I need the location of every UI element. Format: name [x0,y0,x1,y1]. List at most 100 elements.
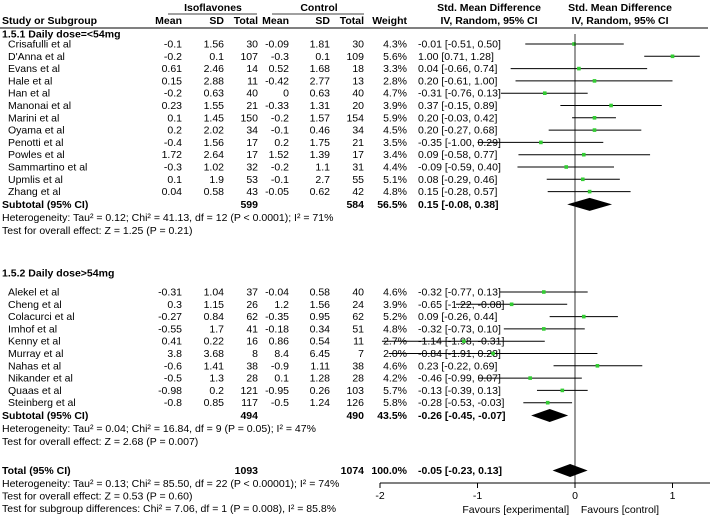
point-estimate [491,351,495,356]
subtotal-label: Subtotal (95% CI) [2,199,88,211]
cell-sd2: 0.1 [315,51,330,63]
point-estimate [577,66,581,71]
cell-weight: 2.8% [383,75,407,87]
cell-sd1: 1.15 [204,299,225,311]
cell-total2: 24 [352,299,364,311]
study-name: Hale et al [8,75,52,87]
header-smd-left: Std. Mean Difference [437,2,541,14]
cell-total2: 62 [352,311,364,323]
point-estimate [595,364,600,368]
header-group1: Isoflavones [184,2,242,14]
cell-weight: 4.2% [383,373,407,385]
cell-mean1: -0.27 [158,311,182,323]
subgroup-title: 1.5.1 Daily dose=<54mg [2,29,120,41]
cell-smd-ci: -0.32 [-0.73, 0.10] [418,323,501,335]
cell-mean1: 0.2 [167,125,182,137]
study-name: Murray et al [8,348,63,360]
cell-weight: 4.7% [383,88,407,100]
total-diamond [552,464,588,477]
study-name: Evans et al [8,63,60,75]
cell-total2: 109 [346,51,364,63]
cell-sd1: 1.3 [209,373,224,385]
x-axis-label-left: Favours [experimental] [462,504,569,516]
cell-total1: 38 [246,360,258,372]
total-total2: 1074 [341,465,365,477]
cell-total1: 41 [246,323,258,335]
cell-sd2: 1.11 [310,360,330,372]
cell-total2: 55 [352,174,364,186]
cell-mean2: -0.1 [271,174,289,186]
cell-sd1: 0.63 [204,88,225,100]
header-total1: Total [234,15,258,27]
cell-sd2: 0.34 [310,323,331,335]
cell-total1: 62 [246,311,258,323]
cell-total1: 53 [246,174,258,186]
header-mean1: Mean [155,15,182,27]
cell-sd2: 1.57 [310,112,331,124]
cell-sd1: 1.55 [204,100,225,112]
cell-weight: 3.3% [383,63,407,75]
point-estimate [542,327,546,331]
cell-sd2: 1.1 [315,162,330,174]
cell-mean1: -0.2 [164,88,182,100]
total-total1: 1093 [235,465,259,477]
cell-sd2: 1.81 [310,39,331,51]
cell-sd1: 1.7 [209,323,224,335]
study-name: Steinberg et al [8,397,76,409]
cell-sd2: 2.7 [315,174,330,186]
cell-mean2: -0.2 [271,162,289,174]
study-name: Upmlis et al [8,174,63,186]
cell-mean1: 3.8 [167,348,182,360]
cell-mean2: 0 [283,88,289,100]
cell-mean2: 0.52 [269,63,290,75]
header-total2: Total [340,15,364,27]
point-estimate [592,116,597,120]
cell-smd-ci: -0.01 [-0.51, 0.50] [418,39,501,51]
cell-smd-ci: -0.13 [-0.39, 0.13] [418,385,501,397]
point-estimate [581,177,585,182]
point-estimate [528,376,532,380]
cell-mean1: 0.04 [162,186,183,198]
subtotal-label: Subtotal (95% CI) [2,410,88,422]
cell-total2: 18 [352,63,364,75]
cell-total1: 28 [246,373,258,385]
cell-total2: 40 [352,287,364,299]
cell-smd-ci: 0.20 [-0.03, 0.42] [418,112,497,124]
point-estimate [564,165,569,169]
study-name: Oyama et al [8,125,65,137]
heterogeneity-text: Heterogeneity: Tau² = 0.04; Chi² = 16.84… [2,423,316,435]
cell-sd1: 1.04 [204,287,225,299]
cell-total2: 103 [346,385,364,397]
cell-smd-ci: 0.37 [-0.15, 0.89] [418,100,497,112]
cell-total2: 28 [352,373,364,385]
study-name: Kenny et al [8,336,61,348]
study-name: Nahas et al [8,360,61,372]
cell-total2: 13 [352,75,364,87]
cell-mean1: 1.72 [162,149,183,161]
cell-sd2: 0.26 [310,385,331,397]
cell-smd-ci: 0.08 [-0.29, 0.46] [418,174,497,186]
cell-weight: 3.9% [383,100,407,112]
cell-smd-ci: -0.35 [-1.00, 0.29] [418,137,501,149]
cell-mean2: -0.42 [265,75,289,87]
cell-sd2: 1.31 [310,100,331,112]
subtotal-ci: -0.26 [-0.45, -0.07] [418,410,506,422]
study-name: D'Anna et al [8,51,65,63]
total-label: Total (95% CI) [2,465,71,477]
total-weight: 100.0% [371,465,407,477]
cell-mean1: -0.3 [164,162,182,174]
cell-weight: 5.1% [383,174,407,186]
cell-total1: 150 [240,112,258,124]
cell-mean2: -0.05 [265,186,289,198]
cell-total1: 34 [246,125,258,137]
footer-stat-2: Test for subgroup differences: Chi² = 7.… [2,503,336,515]
cell-total2: 20 [352,100,364,112]
point-estimate [609,103,613,108]
cell-sd2: 0.46 [310,125,331,137]
cell-total1: 17 [246,137,258,149]
study-name: Crisafulli et al [8,39,71,51]
study-name: Nikander et al [8,373,73,385]
cell-smd-ci: -0.46 [-0.99, 0.07] [418,373,501,385]
x-tick-label: 0 [572,490,578,502]
